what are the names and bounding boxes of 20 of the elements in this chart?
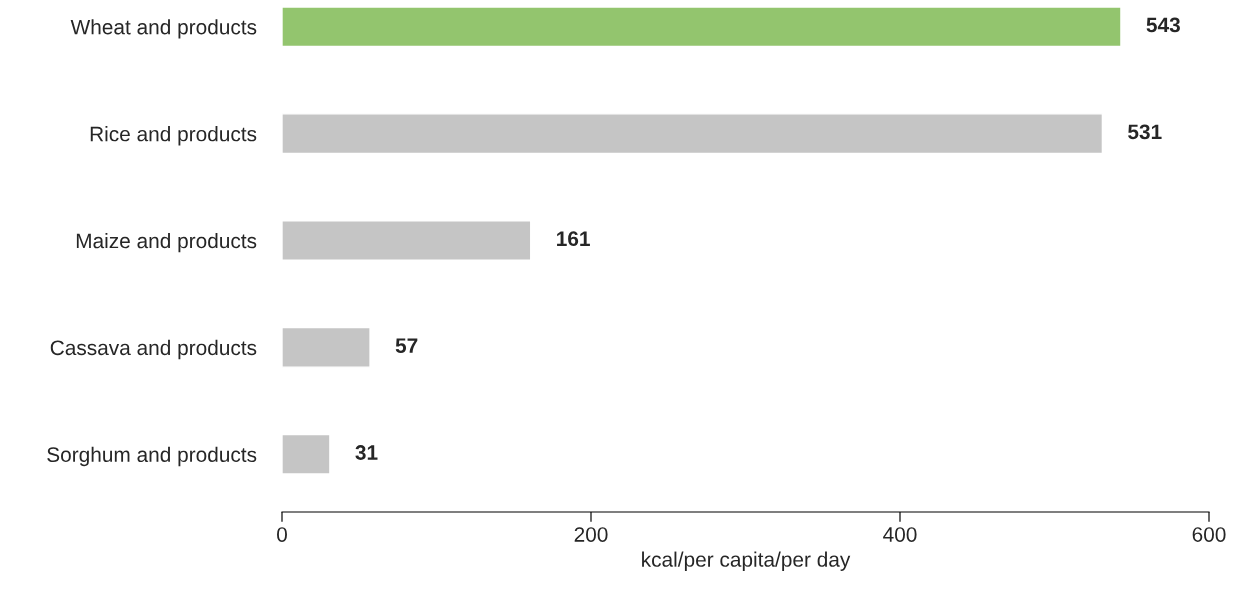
y-tick-label: Maize and products bbox=[76, 232, 257, 253]
x-tick-label: 600 bbox=[1192, 527, 1226, 542]
bar bbox=[282, 220, 532, 261]
y-tick-label: Sorghum and products bbox=[47, 446, 257, 467]
bar bbox=[282, 113, 1104, 155]
x-axis-title: kcal/per capita/per day bbox=[642, 551, 851, 571]
bar bbox=[282, 326, 371, 368]
x-tick-label: 0 bbox=[277, 527, 287, 542]
x-tick-label: 200 bbox=[574, 527, 608, 542]
data-label: 161 bbox=[557, 231, 590, 247]
y-tick-label: Rice and products bbox=[90, 126, 257, 146]
x-tick-label: 400 bbox=[883, 527, 917, 542]
y-tick-label: Wheat and products bbox=[70, 19, 257, 39]
y-tick-label: Cassava and products bbox=[50, 339, 257, 360]
data-label: 57 bbox=[395, 338, 418, 353]
data-label: 543 bbox=[1146, 17, 1180, 33]
bar bbox=[282, 433, 331, 475]
bar bbox=[282, 6, 1122, 48]
data-label: 531 bbox=[1128, 124, 1162, 140]
data-label: 31 bbox=[355, 445, 378, 460]
